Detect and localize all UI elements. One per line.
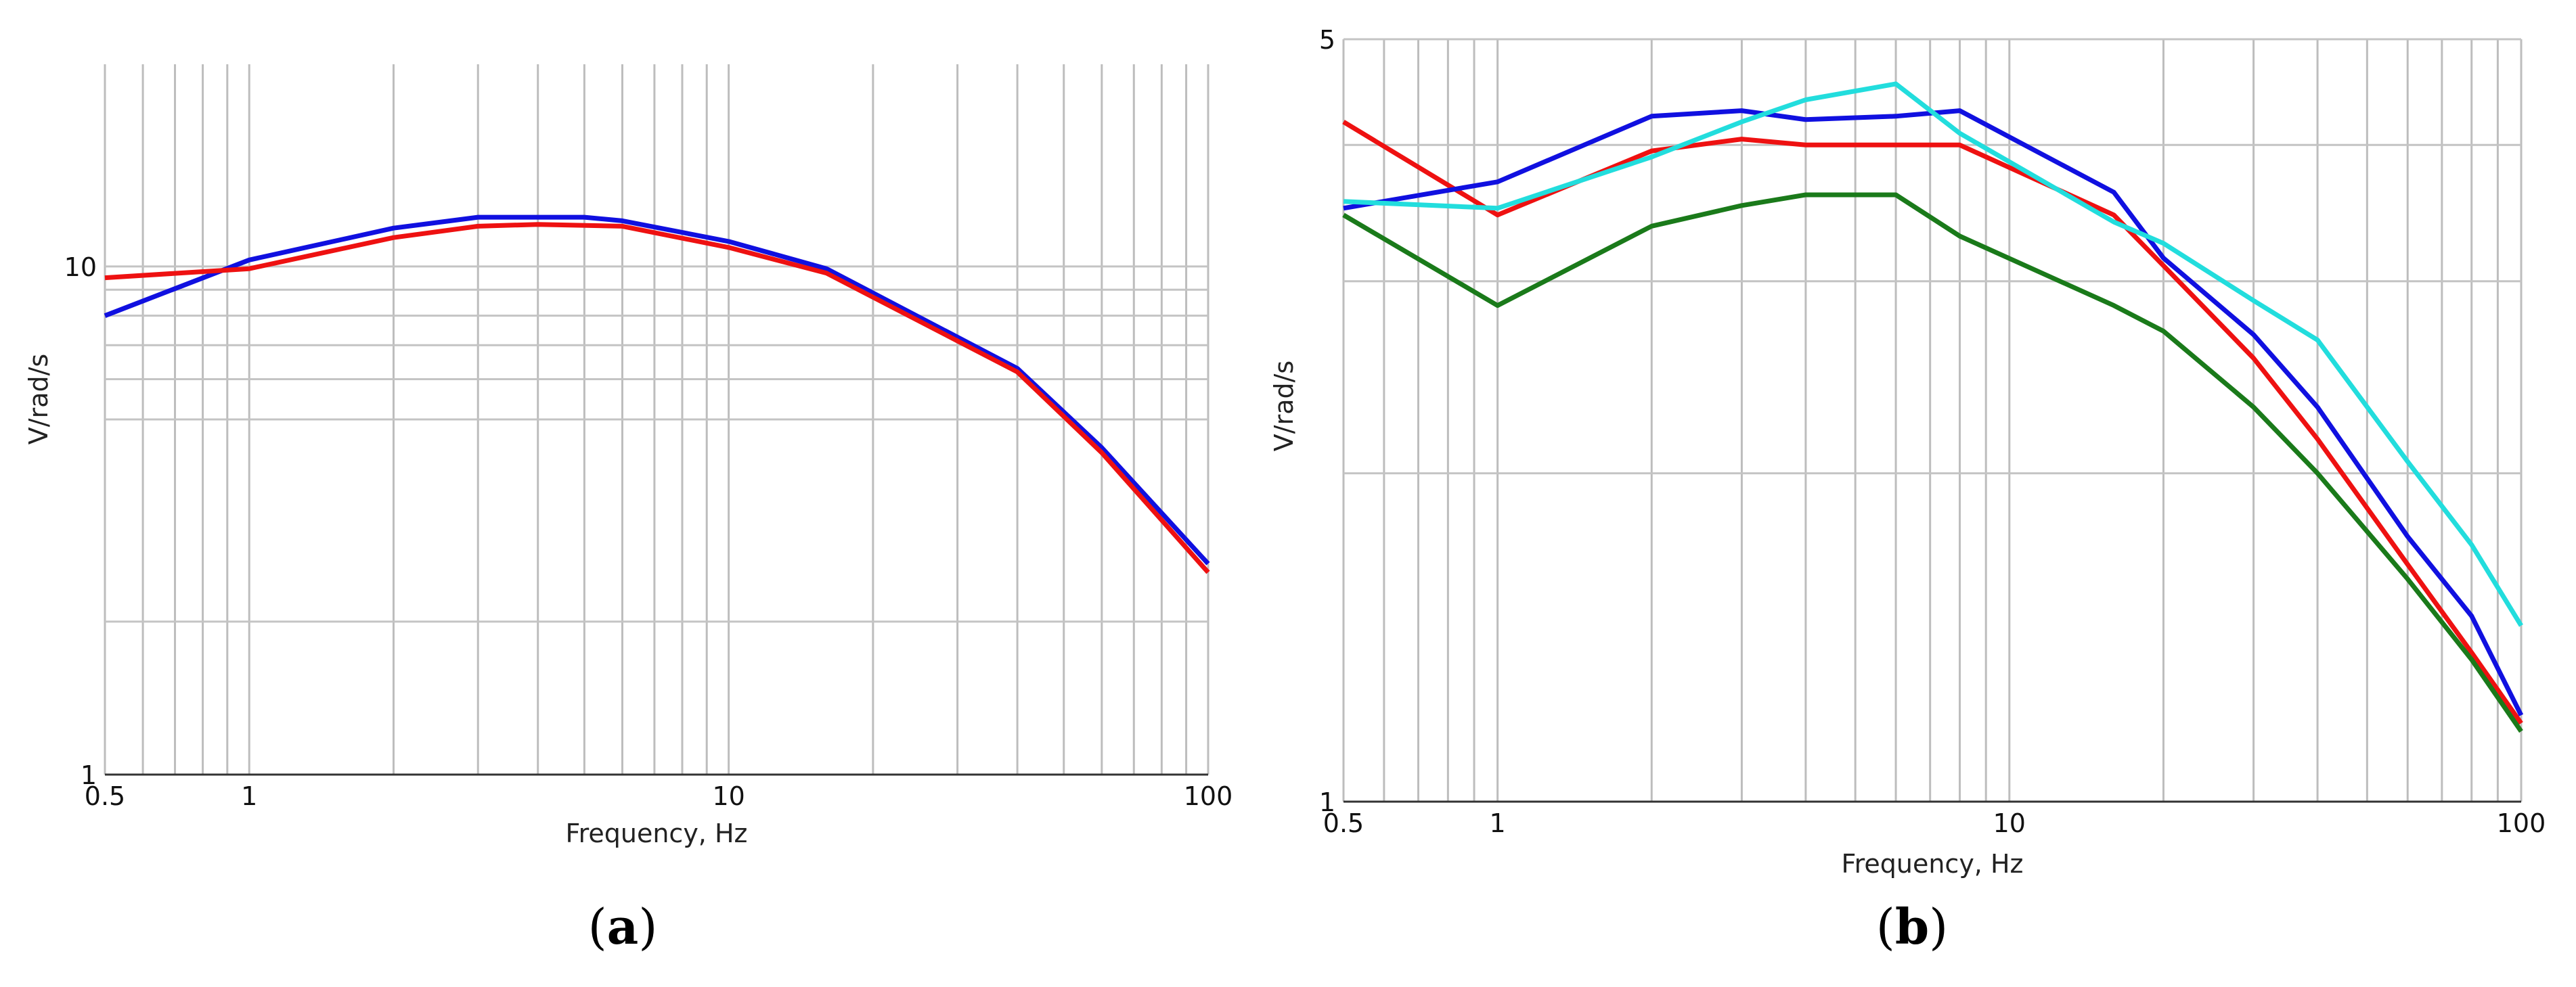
x-tick-label: 100 [1184,781,1233,811]
y-axis-label: V/rad/s [1269,361,1299,451]
y-tick-label: 10 [64,252,97,282]
x-axis-label: Frequency, Hz [566,819,748,848]
x-tick-label: 1 [241,781,257,811]
series-line-1 [104,214,1210,566]
y-tick-label: 5 [1319,25,1335,55]
x-tick-label: 0.5 [85,781,125,811]
series-line-3 [1343,81,2523,627]
x-tick-label: 0.5 [1323,808,1364,838]
panel-label: (a) [588,898,658,955]
panel-label: (b) [1876,898,1949,955]
y-tick-label: 1 [81,760,97,790]
series-line-2 [1343,108,2524,716]
x-tick-label: 10 [712,781,745,811]
series-line-1 [1342,120,2523,725]
x-tick-label: 10 [1993,808,2026,838]
series-line-4 [1342,192,2523,733]
x-axis-label: Frequency, Hz [1842,849,2024,879]
y-tick-label: 1 [1319,787,1335,817]
x-tick-label: 100 [2497,808,2546,838]
x-tick-label: 1 [1490,808,1506,838]
series-line-2 [104,222,1210,574]
y-axis-label: V/rad/s [24,354,53,444]
